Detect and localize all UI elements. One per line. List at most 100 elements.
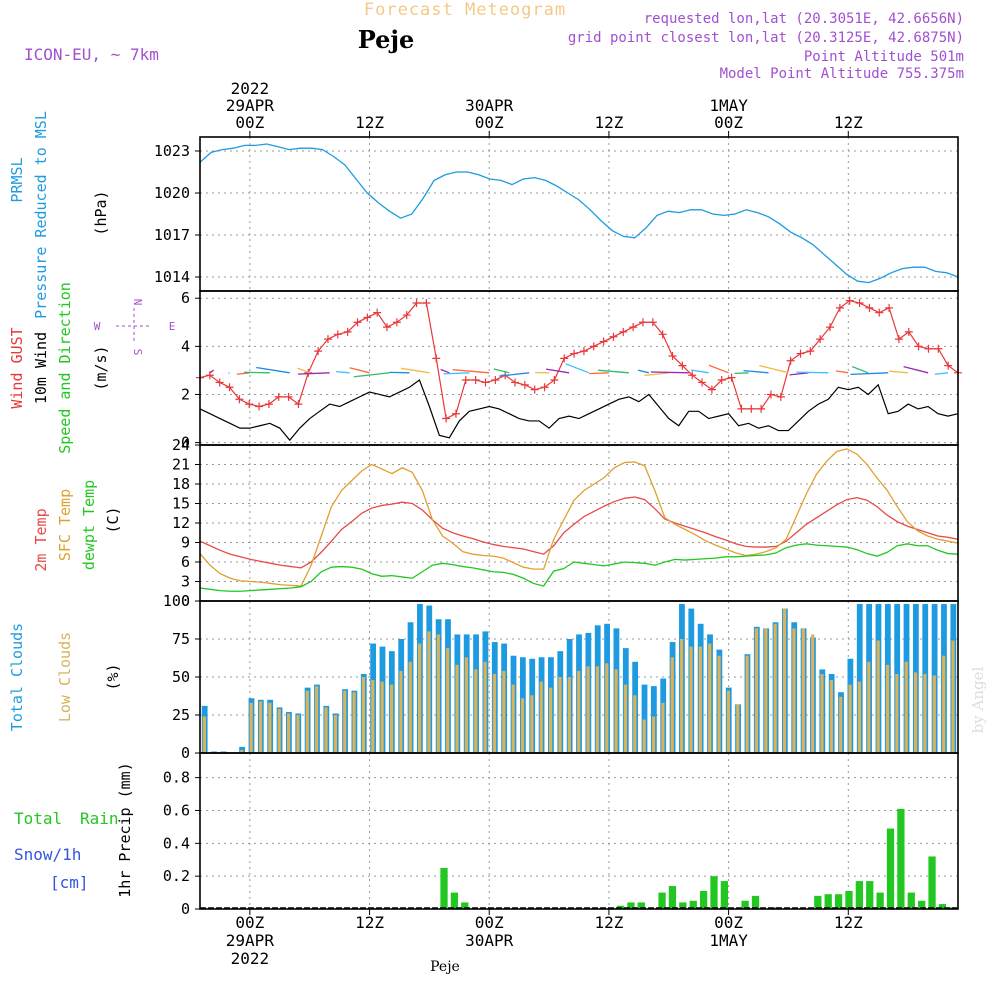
y-tick-label: 1023 [154,142,190,160]
rain-bar [627,902,635,909]
y-tick-label: 1017 [154,226,190,244]
y-tick-label: 12 [172,514,190,532]
gust-marker [894,335,903,344]
low-cloud-bar [670,657,674,753]
rain-bar [845,890,853,909]
low-cloud-bar [240,749,244,753]
low-cloud-bar [567,677,571,753]
low-cloud-bar [389,684,394,753]
wind-unit: (m/s) [92,345,110,390]
wind-direction-arrow [835,370,849,374]
snow-unit: [cm] [50,873,89,892]
gust-marker [422,299,431,308]
gust-marker [323,335,332,344]
gust-marker [737,404,746,413]
low-cloud-bar [558,677,562,753]
y-tick-label: 0.6 [163,801,190,819]
gust-marker [540,383,549,392]
wind-direction-arrow [498,372,530,377]
gust-marker [294,400,303,409]
wind-direction-arrow [349,367,370,374]
panel-border [199,290,959,446]
panel-precip: 0 0.2 0.4 0.6 0.8 Total Rain Snow/1h [cm] 1hr Pre… [14,753,958,918]
low-cloud-bar [633,695,637,753]
wind-direction-arrow [903,366,929,374]
rain-bar [928,856,936,909]
top-time-label: 12Z [355,113,384,132]
low-cloud-bar [942,655,946,753]
rain-bar [814,895,822,909]
low-cloud-bar [530,695,534,753]
wind-direction-arrow [256,366,290,374]
requested-coords: requested lon,lat (20.3051E, 42.6656N) [644,11,964,27]
low-cloud-bar [333,715,337,753]
rain-bar [751,895,760,909]
panel-border [199,752,959,910]
gust-marker [875,308,884,317]
dewpt-line [199,543,959,592]
precip-label: 1hr Precip (mm) [116,762,134,897]
low-cloud-bar [745,655,749,753]
gust-marker [619,327,628,336]
watermark: by Angel [969,666,987,733]
wind-direction-arrow [589,372,609,375]
low-cloud-bar [932,675,936,753]
bottom-time-label: 1MAY [709,931,748,950]
wind-direction-arrow [209,369,215,374]
y-tick-label: 75 [172,630,190,648]
low-cloud-bar [595,666,600,753]
low-cloud-bar [418,643,422,753]
wind-direction-arrow [236,372,250,375]
rain-label: Rain [80,809,119,828]
gust-marker [747,404,756,413]
super-title: Forecast Meteogram [364,0,566,20]
gust-marker [944,361,953,370]
low-cloud-bar [876,640,880,753]
low-cloud-bar [661,702,665,753]
gust-marker [245,400,254,409]
low-cloud-bar [502,670,506,753]
low-cloud-bar [754,628,759,753]
wind-direction-arrow [850,372,889,376]
low-cloud-bar [848,684,852,753]
y-tick-label: 2 [181,385,190,403]
gust-marker [373,308,382,317]
y-tick-label: 100 [163,592,190,610]
low-cloud-bar [820,673,824,753]
y-tick-label: 0 [181,434,190,452]
low-cloud-bar [923,673,927,753]
bottom-time-label: 12Z [594,913,623,932]
low-cloud-bar [380,681,384,753]
gust-marker [845,296,854,305]
rain-bar [886,828,895,909]
y-tick-label: 21 [172,456,190,474]
low-cloud-bar [577,670,581,753]
gust-marker [481,378,490,387]
compass-s: S [131,349,144,356]
low-cloud-bar [352,692,356,753]
gust-marker [678,361,687,370]
sfc-line [199,448,959,587]
y-tick-label: 0 [181,592,190,610]
gust-marker [550,376,559,385]
low-cloud-bar [811,634,815,753]
gust-marker [629,323,638,332]
y-tick-label: 24 [172,436,190,454]
top-time-label: 30APR [465,96,514,115]
low-cloud-bar [736,704,740,753]
total-cloud-bar [239,746,246,753]
low-cloud-bar [268,702,272,753]
wind-direction-arrow [297,367,310,374]
low-cloud-bar [258,701,263,753]
low-cloud-bar [399,670,403,753]
gust-marker [442,414,451,423]
sfc-label: SFC Temp [56,489,74,561]
y-tick-label: 18 [172,475,190,493]
gust-marker [914,342,923,351]
y-tick-label: 6 [181,289,190,307]
bottom-time-label: 00Z [714,913,743,932]
rain-bar [938,904,947,909]
gust-marker [235,395,244,404]
